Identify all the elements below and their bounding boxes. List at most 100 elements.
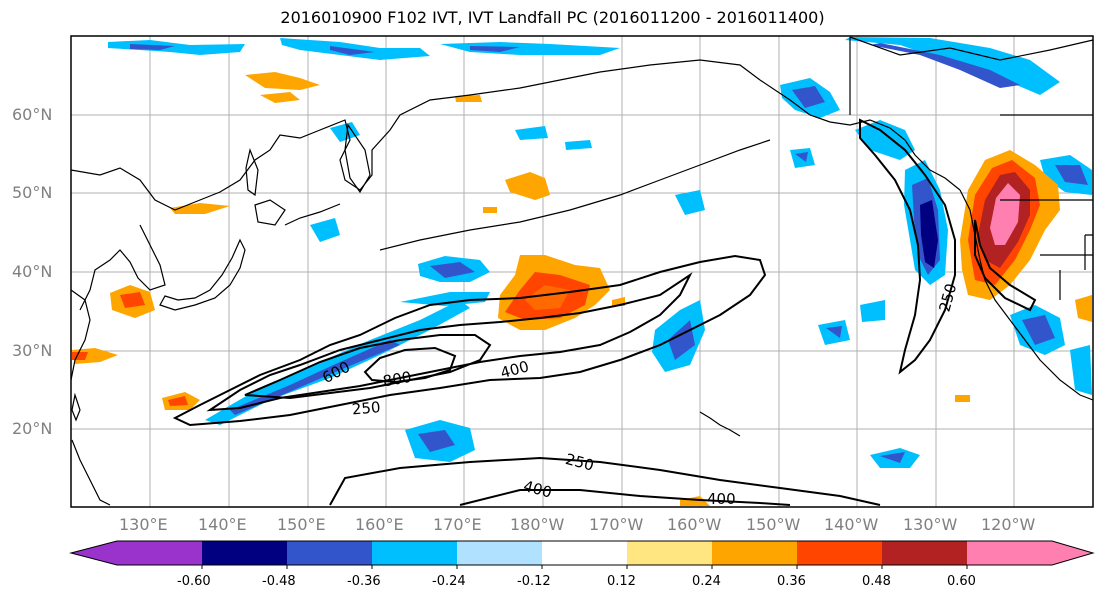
coastlines (70, 36, 1094, 506)
coast-taiwan (71, 392, 81, 422)
colorbar-swatch-8 (712, 541, 797, 565)
lon-label-140w: 140°W (824, 515, 879, 534)
lon-label-140e: 140°E (198, 515, 247, 534)
coast-japan-honshu (159, 238, 246, 311)
neg-blob-ak-2-core (870, 43, 1020, 88)
colorbar-swatch-5 (457, 541, 542, 565)
lat-label-20n: 20°N (12, 419, 53, 438)
colorbar-label-8: 0.48 (862, 574, 891, 589)
coast-arctic (849, 36, 1094, 61)
colorbar-swatch-0 (71, 541, 117, 565)
colorbar-label-0: -0.60 (177, 574, 211, 589)
neg-blob-mid-2 (675, 190, 705, 215)
contour-250-east-2 (974, 219, 1037, 312)
pos-blob-central-core (525, 285, 570, 310)
neg-blob-coast-core (920, 200, 938, 268)
coast-kurils (284, 203, 341, 226)
map-title: 2016010900 F102 IVT, IVT Landfall PC (20… (280, 8, 825, 27)
neg-blob-nw-3-core (470, 46, 520, 52)
colorbar-swatch-1 (117, 541, 202, 565)
pos-blob-n-1 (245, 72, 320, 90)
contour-label-800: 800 (381, 368, 412, 391)
lon-label-130e: 130°E (119, 515, 168, 534)
neg-blob-east-1-core (1055, 165, 1088, 185)
colorbar-label-5: 0.12 (607, 574, 636, 589)
neg-blob-nw-1 (108, 40, 245, 55)
coast-korea (79, 224, 166, 311)
colorbar-swatch-6 (542, 541, 627, 565)
colorbar-swatch-7 (627, 541, 712, 565)
colorbar-swatch-12 (1052, 541, 1093, 565)
contour-250-east (859, 118, 956, 375)
contour-250-south (329, 456, 881, 506)
lon-label-180w: 180°W (510, 515, 565, 534)
neg-blob-mid-1 (310, 218, 340, 242)
colorbar-label-1: -0.48 (262, 574, 296, 589)
coast-aleutians (379, 139, 771, 251)
neg-blob-mid-3-core (826, 326, 842, 338)
neg-blob-south-2-core (880, 452, 905, 463)
neg-blob-ak-1-core (792, 86, 825, 108)
lon-label-150w: 150°W (746, 515, 801, 534)
contour-800 (363, 346, 457, 384)
contour-250-main (172, 254, 767, 427)
colorbar (69, 540, 1095, 569)
colorbar-swatch-3 (287, 541, 372, 565)
pos-blob-mid-1 (505, 172, 550, 200)
contour-400-south (459, 489, 791, 506)
neg-blob-east-2-core (1022, 315, 1055, 345)
lon-label-170e: 170°E (433, 515, 482, 534)
neg-blob-band-2 (400, 292, 490, 306)
colorbar-label-3: -0.24 (432, 574, 466, 589)
colorbar-label-4: -0.12 (517, 574, 551, 589)
coast-philippines (71, 439, 111, 506)
coast-states (1040, 234, 1093, 300)
pos-blob-jp-1-core (120, 292, 145, 308)
lon-label-170w: 170°W (589, 515, 644, 534)
neg-blob-nw-2-core (330, 46, 375, 55)
neg-blob-nw-2 (280, 38, 430, 60)
pos-blob-n-3 (455, 95, 482, 102)
lat-label-40n: 40°N (12, 262, 53, 281)
pos-blob-west-coast-core (990, 183, 1020, 245)
map-frame-border (70, 35, 1094, 508)
colorbar-label-9: 0.60 (947, 574, 976, 589)
colorbar-swatch-10 (882, 541, 967, 565)
lon-label-160w: 160°W (667, 515, 722, 534)
neg-blob-nw-1-core (130, 44, 175, 50)
neg-blob-mid-4 (860, 300, 885, 322)
colorbar-swatch-2 (202, 541, 287, 565)
coast-alaska (759, 79, 961, 191)
pos-blob-east (1075, 295, 1092, 322)
colorbar-outline (69, 540, 1095, 566)
pos-blob-n-2 (260, 92, 300, 103)
ivt-contours (172, 118, 1037, 506)
colorbar-label-2: -0.36 (347, 574, 381, 589)
neg-blob-south-1-core (418, 430, 455, 452)
neg-blob-mid-6 (515, 126, 548, 140)
coast-kamchatka (344, 123, 371, 194)
lon-label-130w: 130°W (903, 515, 958, 534)
pos-blob-mid-5 (955, 395, 970, 402)
coast-japan-hokkaido (254, 199, 286, 226)
pos-blob-sw-core (168, 396, 188, 406)
neg-blob-nw-3 (440, 42, 620, 55)
contour-label-250-a: 250 (351, 398, 381, 418)
lat-label-50n: 50°N (12, 183, 53, 202)
colorbar-swatch-4 (372, 541, 457, 565)
lon-label-150e: 150°E (277, 515, 326, 534)
neg-blob-east-3 (1070, 345, 1092, 395)
contour-label-400-c: 400 (707, 490, 736, 508)
coast-sakhalin (245, 147, 259, 197)
lat-label-30n: 30°N (12, 341, 53, 360)
neg-blob-central-1-core (430, 262, 475, 278)
contour-600 (244, 334, 492, 400)
colorbar-ticks (201, 565, 968, 569)
coast-hawaii (699, 411, 741, 437)
coast-china (70, 289, 91, 381)
colorbar-label-7: 0.36 (777, 574, 806, 589)
lon-label-120w: 120°W (981, 515, 1036, 534)
neg-blob-mid-7 (565, 140, 592, 150)
positive-anomaly-fills (72, 72, 1092, 506)
